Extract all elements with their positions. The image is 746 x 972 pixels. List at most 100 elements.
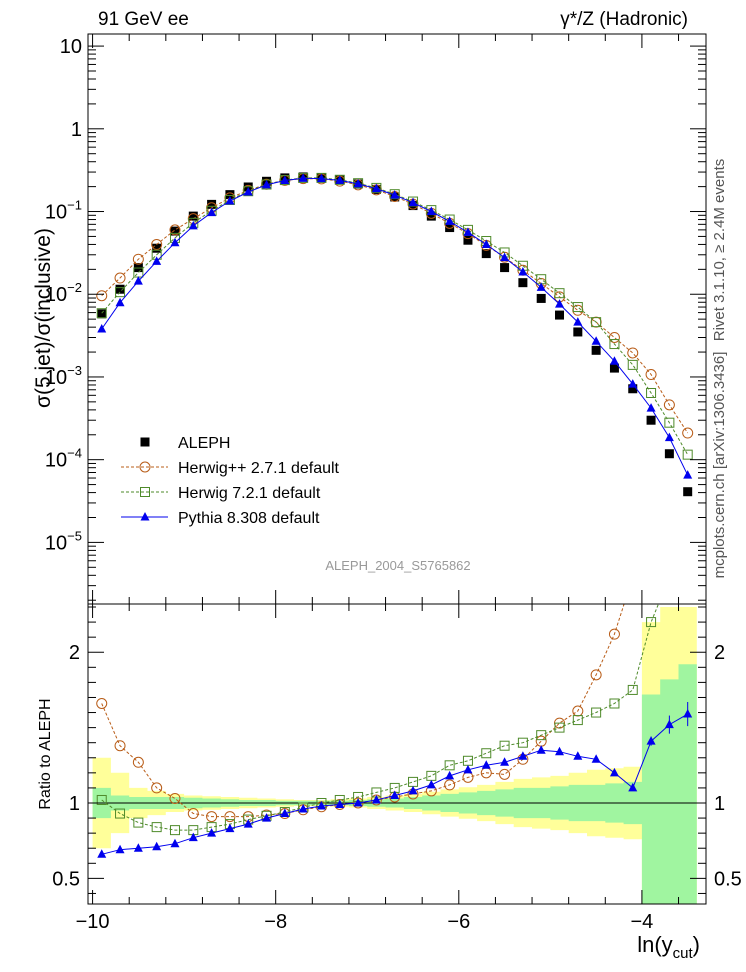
pythia-point bbox=[97, 849, 107, 858]
data-point bbox=[426, 211, 436, 221]
pythia-point bbox=[335, 799, 345, 809]
pythia-point bbox=[445, 216, 455, 225]
analysis-label: ALEPH_2004_S5765862 bbox=[325, 558, 470, 573]
pythia-point bbox=[225, 823, 235, 833]
pythia-series-main bbox=[97, 173, 693, 479]
pythia-point bbox=[133, 843, 143, 852]
header-left-label: 91 GeV ee bbox=[98, 9, 189, 30]
data-point bbox=[609, 363, 619, 373]
herwigpp-point bbox=[114, 740, 126, 752]
herwig7-point bbox=[481, 748, 492, 759]
herwigpp-point bbox=[683, 512, 693, 522]
pythia-point bbox=[426, 206, 436, 216]
y-tick-label: 10−2 bbox=[45, 280, 82, 306]
ratio-y-tick-label-right: 1 bbox=[714, 793, 725, 815]
pythia-point bbox=[628, 782, 638, 792]
data-point bbox=[664, 449, 674, 459]
herwigpp-point bbox=[224, 811, 236, 823]
pythia-point bbox=[536, 282, 546, 291]
pythia-point bbox=[408, 785, 418, 795]
herwigpp-point bbox=[608, 331, 620, 343]
pythia-point bbox=[481, 760, 491, 769]
y-tick-label: 10−4 bbox=[45, 446, 82, 472]
pythia-point bbox=[536, 745, 546, 754]
pythia-series-ratio bbox=[97, 701, 693, 858]
x-tick-label: −4 bbox=[631, 911, 654, 933]
herwig7-point bbox=[169, 825, 180, 836]
pythia-point bbox=[298, 173, 308, 182]
pythia-point bbox=[500, 757, 510, 766]
legend-label: ALEPH bbox=[178, 435, 230, 452]
herwigpp-point bbox=[499, 768, 511, 780]
herwig7-point bbox=[609, 339, 620, 350]
pythia-point bbox=[591, 754, 601, 763]
pythia-point bbox=[225, 196, 235, 205]
herwig7-point bbox=[554, 722, 565, 733]
herwig7-point bbox=[627, 359, 638, 370]
pythia-point bbox=[243, 187, 253, 196]
data-point bbox=[463, 235, 473, 245]
herwig7-point bbox=[683, 527, 692, 536]
pythia-point bbox=[573, 317, 583, 326]
ratio-y-tick-label: 2 bbox=[69, 642, 80, 664]
data-point bbox=[646, 415, 656, 425]
pythia-point bbox=[280, 808, 290, 818]
herwigpp-point bbox=[627, 347, 639, 359]
main-series-group bbox=[96, 172, 694, 497]
herwig7-point bbox=[665, 572, 674, 581]
pythia-point bbox=[152, 256, 162, 265]
pythia-point bbox=[408, 197, 418, 207]
main-y-axis-label: σ(5 jet)/σ(inclusive) bbox=[32, 228, 55, 408]
main-y-ticks: 10 1 10−1 10−2 10−3 10−4 10−5 bbox=[45, 36, 706, 601]
herwigpp-point bbox=[96, 290, 108, 302]
pythia-point bbox=[298, 804, 308, 813]
ratio-y-axis-label: Ratio to ALEPH bbox=[37, 698, 54, 809]
herwigpp-point bbox=[206, 811, 218, 823]
pythia-point bbox=[518, 266, 528, 276]
legend-item-pythia: Pythia 8.308 default bbox=[121, 510, 320, 527]
ratio-y-tick-label: 1 bbox=[69, 793, 80, 815]
herwig7-point bbox=[426, 770, 437, 781]
herwigpp-point bbox=[664, 527, 674, 537]
data-point bbox=[170, 226, 180, 236]
herwigpp-point bbox=[187, 808, 199, 820]
herwig7-point bbox=[682, 449, 693, 460]
herwig7-point bbox=[408, 776, 419, 787]
herwigpp-point bbox=[169, 792, 181, 804]
y-tick-label: 10−3 bbox=[45, 363, 82, 389]
data-point bbox=[188, 211, 198, 221]
pythia-point bbox=[207, 207, 217, 217]
herwigpp-point bbox=[590, 669, 602, 681]
data-point bbox=[591, 345, 601, 355]
herwig7-point bbox=[115, 808, 126, 819]
data-point bbox=[628, 384, 638, 394]
herwig7-point bbox=[499, 740, 510, 751]
data-point bbox=[115, 284, 125, 294]
pythia-point bbox=[316, 801, 326, 810]
herwigpp-point bbox=[535, 735, 547, 747]
herwig7-point bbox=[591, 317, 602, 328]
ratio-series-group bbox=[96, 512, 693, 858]
pythia-point bbox=[97, 324, 107, 333]
herwig7-point bbox=[444, 760, 455, 771]
pythia-point bbox=[188, 220, 198, 230]
legend-marker bbox=[140, 512, 150, 521]
pythia-point bbox=[481, 239, 491, 248]
pythia-point bbox=[646, 403, 656, 412]
pythia-point bbox=[188, 832, 198, 842]
ratio-y-ticks: 2 2 1 1 0.5 0.5 bbox=[52, 606, 742, 894]
ratio-y-tick-label: 0.5 bbox=[52, 868, 80, 890]
pythia-point bbox=[170, 838, 180, 848]
herwigpp-point bbox=[444, 779, 456, 791]
herwig7-point bbox=[536, 730, 547, 741]
pythia-point bbox=[664, 432, 674, 442]
main-x-ticks bbox=[92, 34, 680, 604]
pythia-point bbox=[170, 237, 180, 247]
pythia-point bbox=[262, 813, 272, 822]
ratio-y-tick-label-right: 0.5 bbox=[714, 868, 742, 890]
herwig7-point bbox=[389, 189, 400, 200]
pythia-point bbox=[371, 794, 381, 804]
pythia-point bbox=[353, 797, 363, 807]
herwig7-point bbox=[96, 308, 107, 319]
herwigpp-series-main bbox=[96, 173, 694, 439]
